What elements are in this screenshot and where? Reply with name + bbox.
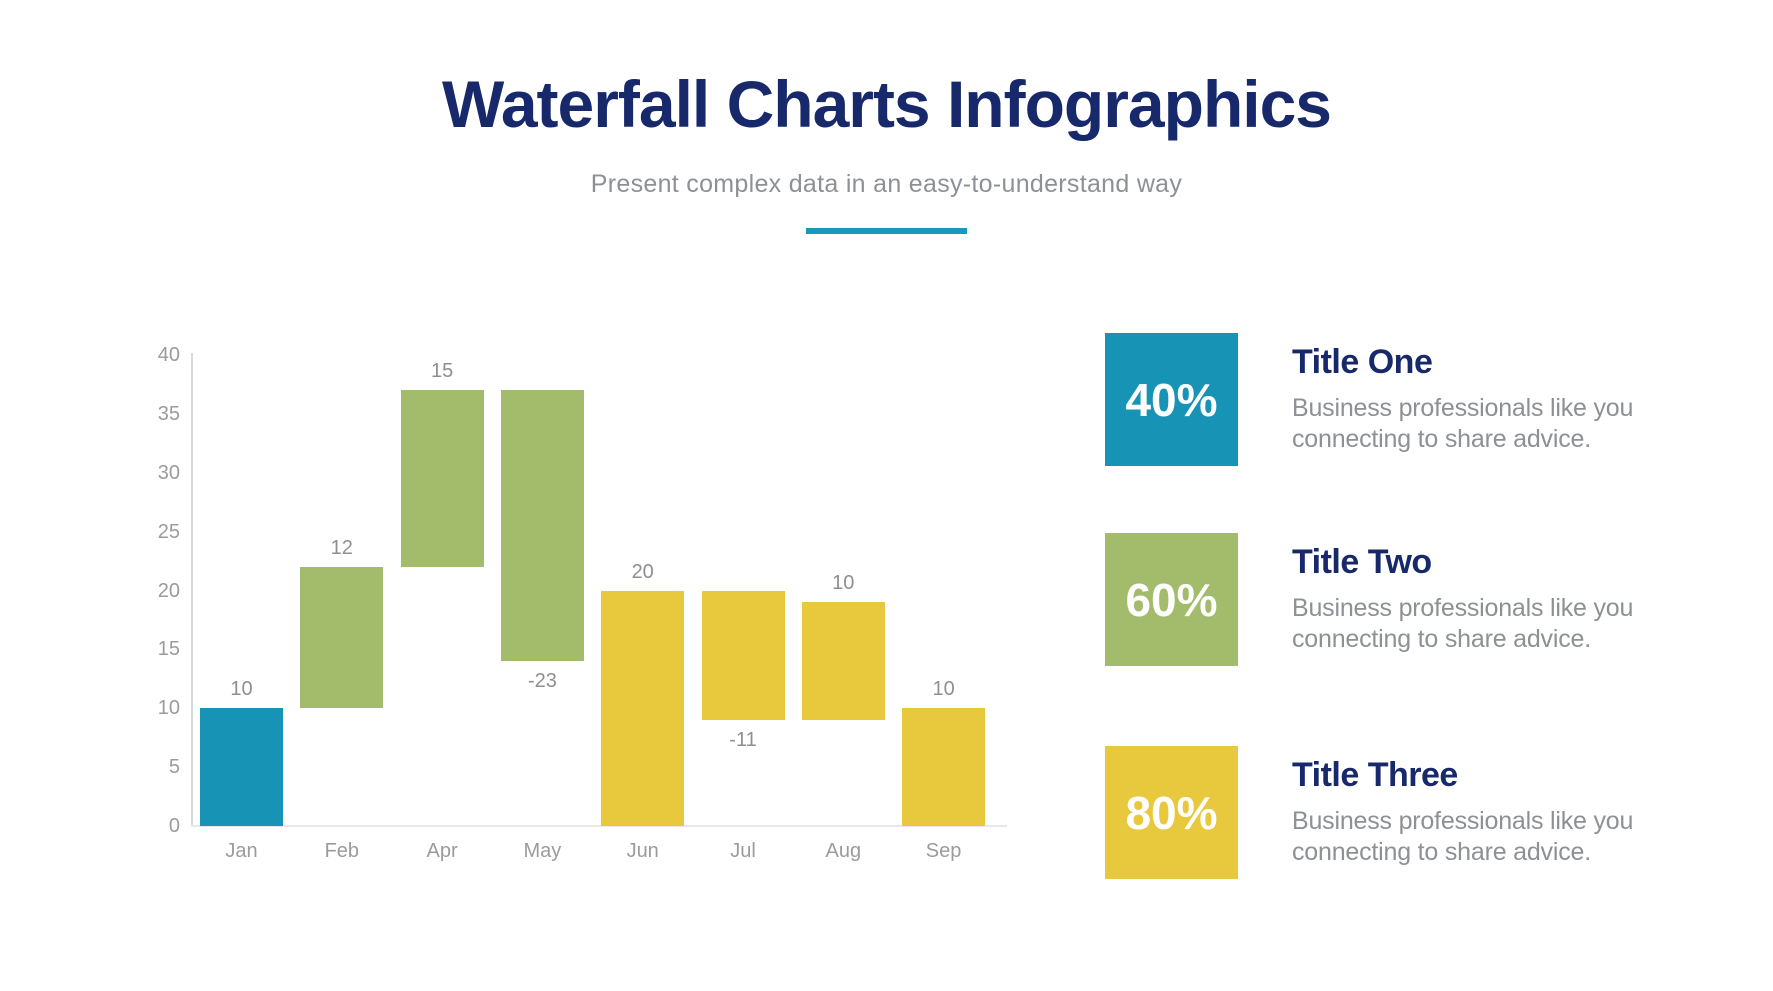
bar-aug [801, 602, 885, 721]
y-axis-tick-label: 5 [168, 756, 180, 779]
bar-apr [400, 390, 484, 567]
y-axis-line [191, 353, 193, 827]
y-axis-tick-label: 40 [157, 344, 180, 366]
bar-value-label: 15 [430, 360, 454, 383]
card-description: Business professionals like you connecti… [1292, 594, 1634, 653]
card-three: 80% Title Three Business professionals l… [1105, 746, 1665, 896]
y-axis-tick-label: 15 [157, 638, 180, 661]
x-axis-label-feb: Feb [324, 840, 360, 862]
page-subtitle: Present complex data in an easy-to-under… [590, 170, 1183, 198]
bar-value-label: -11 [729, 729, 757, 752]
x-axis-label-jul: Jul [730, 840, 756, 862]
x-axis-label-aug: Aug [825, 840, 862, 862]
card-percent: 60% [1125, 573, 1218, 626]
y-axis-tick-label: 10 [157, 697, 180, 720]
x-axis-baseline [191, 825, 1007, 827]
bar-value-label: -23 [527, 670, 557, 693]
y-axis-tick-label: 20 [157, 579, 180, 602]
card-square: 60% [1105, 533, 1238, 666]
y-axis-tick-label: 35 [157, 402, 180, 425]
card-square: 40% [1105, 333, 1238, 466]
x-axis-label-apr: Apr [426, 840, 458, 862]
page-title: Waterfall Charts Infographics [441, 67, 1332, 141]
card-percent: 40% [1125, 373, 1218, 426]
card-title: Title One [1292, 343, 1433, 381]
x-axis-label-may: May [523, 840, 562, 862]
card-description: Business professionals like you connecti… [1292, 807, 1634, 866]
card-square: 80% [1105, 746, 1238, 879]
bar-jan [200, 708, 283, 826]
card-one: 40% Title One Business professionals lik… [1105, 333, 1665, 483]
y-axis-tick-label: 25 [157, 520, 180, 543]
bar-value-label: 10 [230, 678, 253, 701]
bar-jun [601, 590, 685, 826]
x-axis-label-sep: Sep [925, 840, 962, 862]
x-axis-label-jun: Jun [626, 840, 659, 862]
bar-feb [300, 566, 384, 709]
card-title: Title Three [1292, 756, 1458, 794]
card-two: 60% Title Two Business professionals lik… [1105, 533, 1665, 683]
card-description: Business professionals like you connecti… [1292, 394, 1634, 453]
bar-jul [701, 590, 785, 721]
bar-value-label: 10 [832, 572, 855, 595]
y-axis-tick-label: 30 [157, 461, 180, 484]
card-percent: 80% [1125, 786, 1218, 839]
bar-value-label: 20 [631, 560, 654, 583]
bar-value-label: 10 [932, 678, 955, 701]
bar-value-label: 12 [330, 536, 353, 559]
card-title: Title Two [1292, 543, 1432, 581]
x-axis-label-jan: Jan [225, 840, 258, 862]
y-axis-tick-label: 0 [168, 815, 180, 837]
bar-sep [902, 708, 986, 826]
bar-may [500, 390, 584, 662]
title-underline [806, 228, 967, 234]
